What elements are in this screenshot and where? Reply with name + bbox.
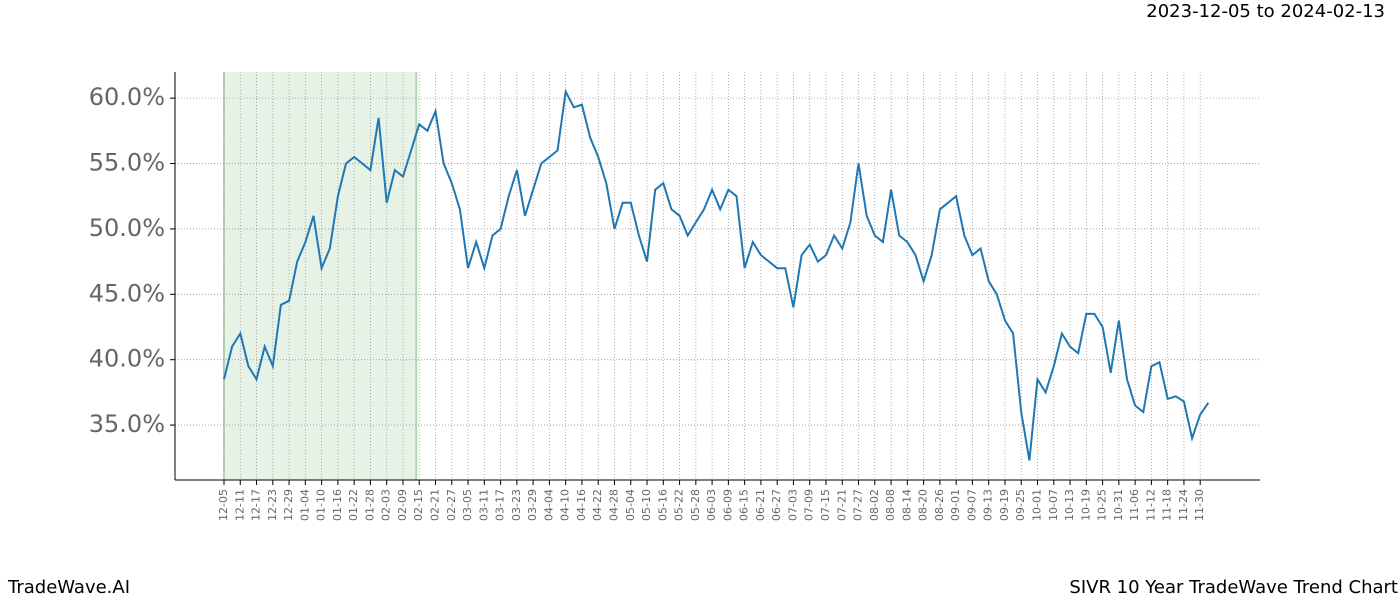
x-tick-label: 11-24 — [1177, 489, 1190, 521]
x-tick-label: 09-01 — [949, 489, 962, 521]
x-tick-label: 11-18 — [1161, 489, 1174, 521]
x-tick-label: 10-25 — [1096, 489, 1109, 521]
x-tick-label: 03-17 — [494, 489, 507, 521]
x-tick-label: 08-20 — [917, 489, 930, 521]
x-tick-label: 12-17 — [250, 489, 263, 521]
x-tick-label: 02-09 — [396, 489, 409, 521]
x-tick-label: 12-23 — [266, 489, 279, 521]
data-line — [223, 88, 1210, 461]
x-tick-label: 05-10 — [640, 489, 653, 521]
x-tick-label: 04-28 — [607, 489, 620, 521]
x-tick-label: 05-16 — [656, 489, 669, 521]
x-tick-label: 09-07 — [965, 489, 978, 521]
x-tick-label: 10-07 — [1047, 489, 1060, 521]
x-tick-label: 01-10 — [315, 489, 328, 521]
x-tick-label: 06-15 — [738, 489, 751, 521]
x-tick-label: 11-12 — [1144, 489, 1157, 521]
x-tick-label: 08-26 — [933, 489, 946, 521]
x-tick-label: 02-03 — [380, 489, 393, 521]
x-tick-label: 08-14 — [900, 489, 913, 521]
x-tick-label: 01-04 — [298, 489, 311, 521]
x-tick-label: 05-22 — [673, 489, 686, 521]
x-tick-label: 09-25 — [1014, 489, 1027, 521]
x-tick-label: 04-04 — [542, 489, 555, 521]
x-tick-label: 08-02 — [868, 489, 881, 521]
x-tick-label: 07-09 — [803, 489, 816, 521]
x-tick-label: 06-09 — [721, 489, 734, 521]
x-tick-label: 03-11 — [477, 489, 490, 521]
x-tick-label: 03-05 — [461, 489, 474, 521]
x-tick-label: 02-15 — [412, 489, 425, 521]
x-tick-label: 07-03 — [786, 489, 799, 521]
x-tick-label: 05-04 — [624, 489, 637, 521]
y-tick-label: 40.0% — [89, 345, 165, 373]
x-tick-label: 02-21 — [429, 489, 442, 521]
x-tick-label: 10-19 — [1079, 489, 1092, 521]
x-tick-label: 01-16 — [331, 489, 344, 521]
x-tick-label: 10-31 — [1112, 489, 1125, 521]
x-tick-label: 09-13 — [982, 489, 995, 521]
y-tick-label: 35.0% — [89, 410, 165, 438]
x-tick-label: 02-27 — [445, 489, 458, 521]
x-tick-label: 04-10 — [559, 489, 572, 521]
y-tick-label: 60.0% — [89, 83, 165, 111]
x-tick-label: 09-19 — [998, 489, 1011, 521]
x-tick-label: 12-05 — [217, 489, 230, 521]
x-tick-label: 07-27 — [852, 489, 865, 521]
x-tick-label: 07-15 — [819, 489, 832, 521]
x-tick-label: 12-11 — [233, 489, 246, 521]
x-tick-label: 07-21 — [835, 489, 848, 521]
x-tick-label: 01-28 — [363, 489, 376, 521]
x-tick-label: 04-16 — [575, 489, 588, 521]
y-tick-label: 45.0% — [89, 279, 165, 307]
x-tick-label: 06-21 — [754, 489, 767, 521]
x-tick-label: 10-13 — [1063, 489, 1076, 521]
footer-right: SIVR 10 Year TradeWave Trend Chart — [1069, 577, 1398, 598]
highlight-region — [224, 72, 417, 480]
x-tick-label: 04-22 — [591, 489, 604, 521]
x-tick-label: 06-27 — [770, 489, 783, 521]
x-tick-label: 06-03 — [705, 489, 718, 521]
x-tick-label: 03-29 — [526, 489, 539, 521]
y-tick-label: 55.0% — [89, 149, 165, 177]
x-tick-label: 10-01 — [1031, 489, 1044, 521]
date-range: 2023-12-05 to 2024-02-13 — [1146, 1, 1385, 22]
x-tick-label: 03-23 — [510, 489, 523, 521]
y-tick-label: 50.0% — [89, 214, 165, 242]
x-tick-label: 08-08 — [884, 489, 897, 521]
x-tick-label: 05-28 — [689, 489, 702, 521]
x-tick-label: 11-06 — [1128, 489, 1141, 521]
footer-left: TradeWave.AI — [7, 577, 130, 598]
x-tick-label: 11-30 — [1193, 489, 1206, 521]
x-tick-label: 12-29 — [282, 489, 295, 521]
x-tick-label: 01-22 — [347, 489, 360, 521]
